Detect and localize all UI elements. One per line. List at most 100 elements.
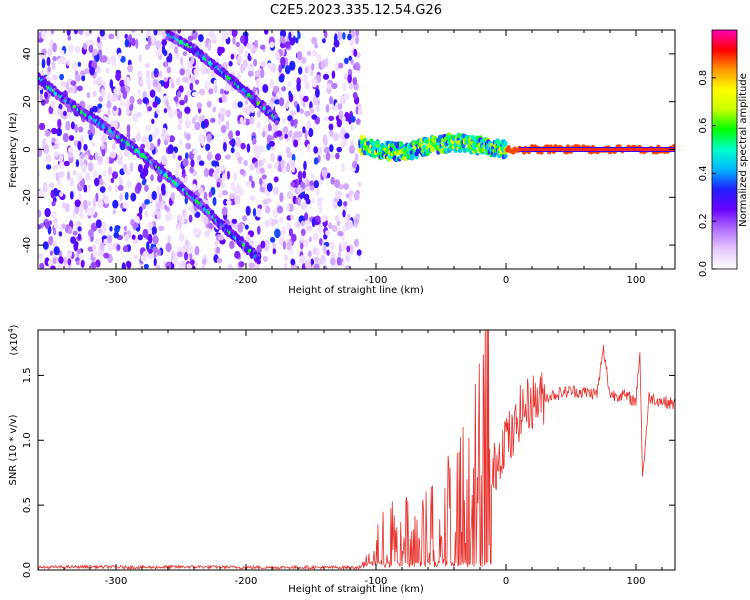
noise-cell — [222, 142, 227, 152]
noise-cell — [316, 187, 320, 197]
noise-cell — [60, 55, 66, 65]
noise-cell — [284, 65, 291, 75]
noise-cell — [67, 35, 72, 41]
noise-cell — [194, 245, 200, 256]
noise-cell — [60, 81, 67, 87]
noise-cell — [283, 262, 288, 269]
noise-cell — [304, 261, 312, 269]
noise-cell — [78, 126, 84, 133]
noise-cell — [328, 115, 335, 122]
noise-cell — [144, 199, 151, 205]
noise-cell — [244, 106, 251, 116]
noise-cell — [247, 53, 251, 61]
noise-cell — [52, 229, 57, 236]
noise-cell — [72, 169, 77, 176]
noise-cell — [97, 228, 102, 234]
noise-cell — [320, 215, 327, 223]
noise-cell — [188, 214, 193, 223]
noise-cell — [249, 195, 256, 201]
noise-cell — [170, 42, 175, 49]
noise-cell — [305, 178, 309, 186]
noise-cell — [248, 262, 255, 269]
noise-cell — [256, 244, 263, 254]
noise-cell — [284, 41, 291, 49]
noise-cell — [325, 151, 331, 161]
noise-cell — [237, 54, 242, 65]
noise-cell — [158, 193, 163, 203]
noise-cell — [48, 235, 54, 246]
noise-cell — [321, 168, 328, 178]
noise-cell — [200, 120, 207, 129]
noise-cell — [333, 39, 340, 48]
noise-cell — [212, 106, 217, 113]
noise-cell — [38, 209, 42, 218]
noise-cell — [156, 185, 160, 196]
noise-cell — [47, 259, 54, 266]
noise-cell — [302, 74, 308, 83]
signal-cell — [375, 140, 380, 146]
noise-cell — [279, 235, 285, 241]
noise-cell — [98, 96, 103, 103]
noise-cell — [173, 260, 180, 267]
noise-cell — [278, 64, 283, 73]
noise-cell — [319, 238, 323, 246]
noise-cell — [89, 66, 95, 76]
noise-cell — [148, 253, 154, 260]
noise-cell — [252, 137, 257, 146]
noise-cell — [142, 166, 149, 177]
noise-cell — [254, 39, 259, 49]
y-tick-label: 1.5 — [22, 367, 33, 383]
noise-cell — [332, 132, 339, 142]
noise-cell — [38, 170, 41, 177]
noise-cell — [109, 226, 113, 232]
noise-cell — [297, 31, 301, 40]
noise-cell — [112, 209, 117, 215]
noise-cell — [318, 205, 323, 214]
noise-cell — [272, 186, 280, 196]
noise-cell — [290, 214, 294, 220]
noise-cell — [267, 163, 273, 170]
noise-cell — [220, 125, 227, 134]
noise-cell — [93, 48, 98, 56]
noise-cell — [201, 213, 205, 223]
noise-cell — [139, 78, 144, 88]
noise-cell — [146, 241, 150, 251]
noise-cell — [148, 233, 153, 244]
noise-cell — [147, 221, 154, 229]
noise-cell — [138, 206, 143, 215]
noise-cell — [270, 236, 276, 243]
noise-cell — [328, 241, 335, 251]
snr-background — [38, 330, 675, 570]
noise-cell — [296, 51, 303, 61]
noise-cell — [87, 201, 91, 207]
noise-cell — [137, 234, 143, 241]
noise-cell — [38, 253, 43, 259]
noise-cell — [311, 37, 318, 45]
noise-cell — [147, 36, 152, 47]
noise-cell — [219, 88, 225, 95]
noise-cell — [130, 30, 136, 33]
noise-cell — [154, 113, 159, 119]
noise-cell — [176, 90, 182, 98]
noise-cell — [259, 177, 263, 186]
noise-cell — [266, 62, 273, 69]
noise-cell — [74, 123, 79, 134]
spectrogram-y-ticks: -40 -20 0 20 40 — [22, 48, 675, 253]
signal-cell — [472, 144, 477, 150]
noise-cell — [152, 246, 158, 254]
noise-cell — [191, 117, 196, 124]
noise-cell — [59, 50, 65, 56]
noise-cell — [142, 97, 149, 104]
noise-cell — [288, 228, 293, 237]
noise-cell — [99, 52, 103, 63]
noise-cell — [320, 254, 326, 264]
noise-cell — [340, 162, 345, 173]
noise-cell — [286, 240, 292, 251]
noise-cell — [224, 83, 230, 92]
noise-cell — [286, 150, 292, 159]
noise-cell — [179, 56, 184, 66]
noise-cell — [335, 61, 340, 72]
noise-cell — [341, 261, 346, 268]
noise-cell — [342, 225, 347, 233]
noise-cell — [296, 187, 304, 194]
